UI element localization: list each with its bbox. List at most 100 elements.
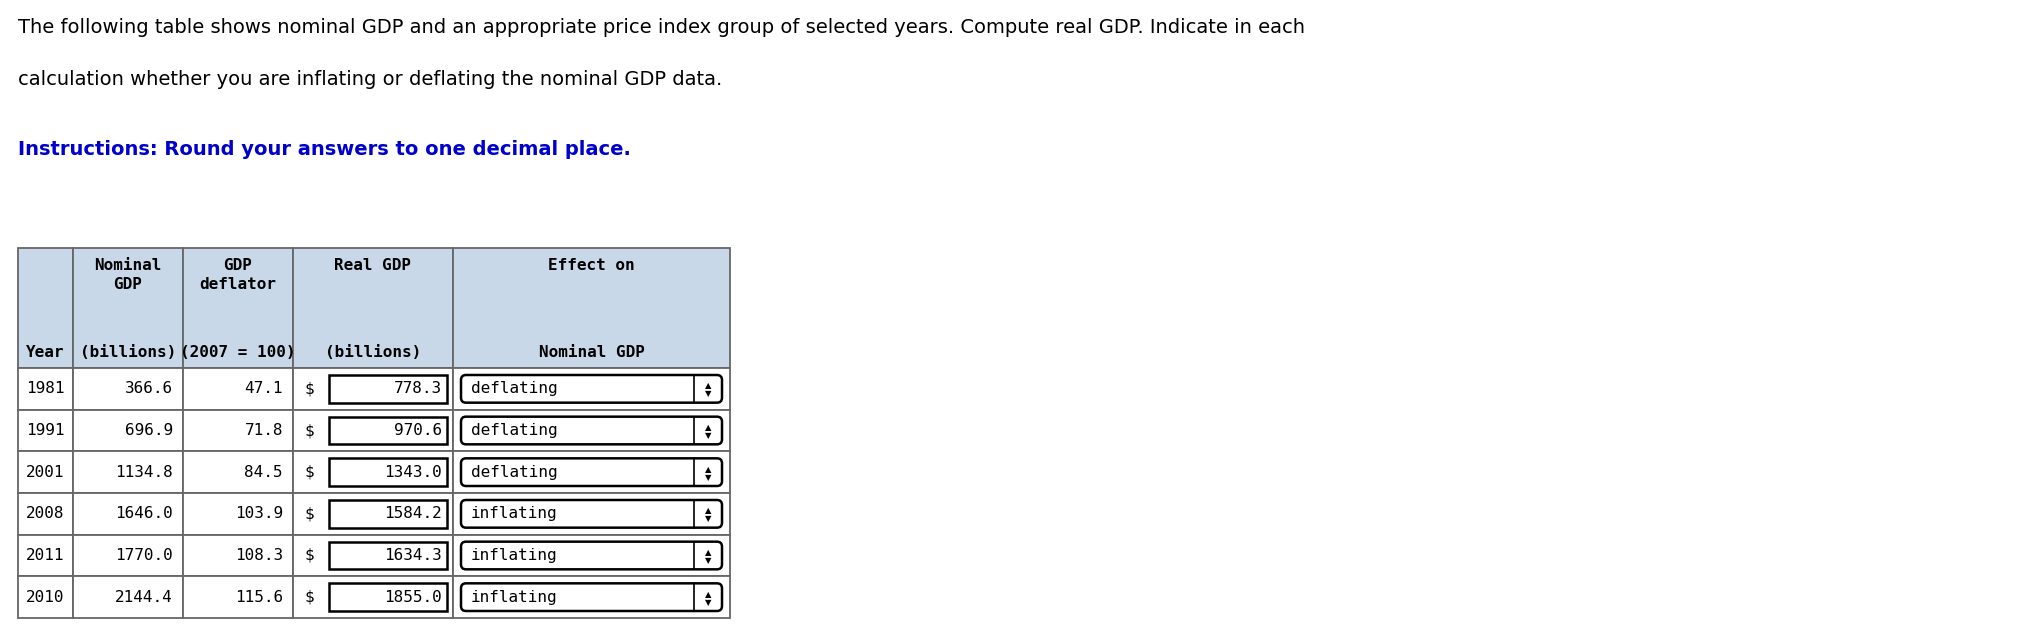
Text: ▼: ▼ [705,472,711,482]
FancyBboxPatch shape [462,583,721,611]
Bar [182,451,294,493]
Bar [73,410,182,451]
Text: inflating: inflating [470,590,557,605]
Bar [18,577,73,618]
Bar [454,410,729,451]
Text: 1634.3: 1634.3 [385,548,442,563]
Text: ▲: ▲ [705,506,711,515]
Text: ▼: ▼ [705,598,711,607]
Bar [454,577,729,618]
Text: The following table shows nominal GDP and an appropriate price index group of se: The following table shows nominal GDP an… [18,18,1305,37]
Bar [328,542,448,569]
Text: $: $ [306,590,314,605]
Bar [454,493,729,535]
Bar [328,583,448,611]
Text: 1646.0: 1646.0 [115,506,172,521]
Text: $: $ [306,465,314,480]
Text: 2010: 2010 [26,590,65,605]
Bar [328,459,448,486]
Text: 366.6: 366.6 [126,381,172,396]
Bar [73,451,182,493]
Bar [73,577,182,618]
Text: 1991: 1991 [26,423,65,438]
Bar [294,535,454,577]
Text: 1343.0: 1343.0 [385,465,442,480]
Bar [73,368,182,410]
Text: Effect on: Effect on [549,258,634,273]
Bar [328,417,448,444]
Bar [182,577,294,618]
Text: 1981: 1981 [26,381,65,396]
Bar [294,248,454,368]
Text: Real GDP: Real GDP [334,258,411,273]
Text: (2007 = 100): (2007 = 100) [180,345,296,360]
Bar [73,493,182,535]
Bar [73,248,182,368]
Text: 696.9: 696.9 [126,423,172,438]
Text: 108.3: 108.3 [235,548,284,563]
Text: ▼: ▼ [705,514,711,524]
Text: inflating: inflating [470,548,557,563]
Bar [294,493,454,535]
Bar [454,535,729,577]
Text: 2001: 2001 [26,465,65,480]
Text: deflating: deflating [470,465,557,480]
Bar [182,535,294,577]
Text: ▲: ▲ [705,590,711,598]
Bar [18,535,73,577]
Bar [454,368,729,410]
Text: calculation whether you are inflating or deflating the nominal GDP data.: calculation whether you are inflating or… [18,70,721,89]
Text: 970.6: 970.6 [393,423,442,438]
Text: 71.8: 71.8 [245,423,284,438]
Text: (billions): (billions) [79,345,176,360]
Text: 2144.4: 2144.4 [115,590,172,605]
FancyBboxPatch shape [462,542,721,569]
Bar [18,451,73,493]
Text: (billions): (billions) [324,345,421,360]
Text: ▲: ▲ [705,423,711,432]
Bar [18,368,73,410]
Text: 1855.0: 1855.0 [385,590,442,605]
Bar [182,410,294,451]
Text: 103.9: 103.9 [235,506,284,521]
Text: ▼: ▼ [705,556,711,565]
Text: 2011: 2011 [26,548,65,563]
Text: $: $ [306,506,314,521]
Bar [18,493,73,535]
Text: $: $ [306,423,314,438]
Text: 1134.8: 1134.8 [115,465,172,480]
Bar [182,368,294,410]
Bar [18,410,73,451]
Text: ▲: ▲ [705,548,711,557]
Text: $: $ [306,381,314,396]
Text: 1770.0: 1770.0 [115,548,172,563]
Text: 778.3: 778.3 [393,381,442,396]
FancyBboxPatch shape [462,500,721,528]
Text: deflating: deflating [470,381,557,396]
Bar [294,410,454,451]
FancyBboxPatch shape [462,459,721,486]
Text: ▼: ▼ [705,431,711,440]
Text: 1584.2: 1584.2 [385,506,442,521]
Text: 84.5: 84.5 [245,465,284,480]
Text: GDP
deflator: GDP deflator [199,258,276,291]
Text: 47.1: 47.1 [245,381,284,396]
Bar [182,493,294,535]
Bar [328,375,448,402]
Text: Nominal
GDP: Nominal GDP [95,258,162,291]
Text: Year: Year [26,345,65,360]
FancyBboxPatch shape [462,375,721,402]
Bar [328,500,448,528]
Bar [454,451,729,493]
Text: $: $ [306,548,314,563]
Text: Instructions: Round your answers to one decimal place.: Instructions: Round your answers to one … [18,140,630,159]
Bar [454,248,729,368]
Bar [294,368,454,410]
Text: 2008: 2008 [26,506,65,521]
Bar [18,248,73,368]
Text: 115.6: 115.6 [235,590,284,605]
Text: ▲: ▲ [705,381,711,391]
Text: ▲: ▲ [705,465,711,474]
Text: Nominal GDP: Nominal GDP [539,345,644,360]
FancyBboxPatch shape [462,417,721,444]
